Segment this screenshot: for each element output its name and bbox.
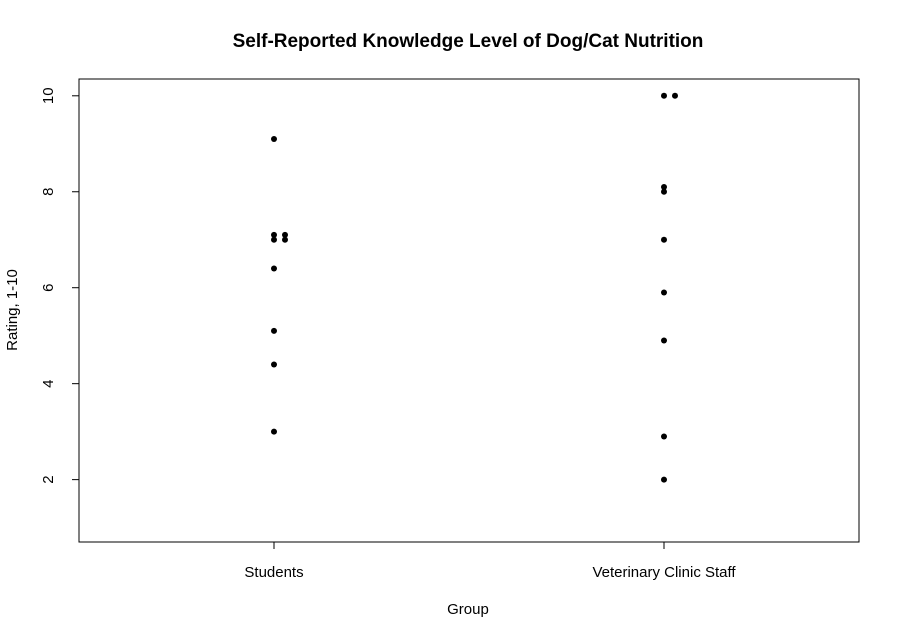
data-point bbox=[672, 92, 678, 99]
x-tick-label: Students bbox=[244, 564, 303, 581]
y-tick-label: 8 bbox=[40, 188, 57, 196]
x-tick-label: Veterinary Clinic Staff bbox=[592, 564, 736, 581]
x-axis-label: Group bbox=[447, 601, 489, 618]
data-point bbox=[282, 231, 288, 238]
data-point bbox=[271, 236, 277, 243]
data-point bbox=[271, 135, 277, 142]
y-tick-label: 10 bbox=[40, 87, 57, 104]
data-point bbox=[661, 92, 667, 99]
data-points bbox=[271, 92, 678, 483]
data-point bbox=[661, 337, 667, 344]
data-point bbox=[271, 428, 277, 435]
chart-title: Self-Reported Knowledge Level of Dog/Cat… bbox=[233, 31, 704, 52]
y-axis: 2 4 6 8 10 bbox=[40, 87, 79, 484]
y-axis-label: Rating, 1-10 bbox=[4, 269, 21, 351]
data-point bbox=[661, 476, 667, 483]
data-point bbox=[282, 236, 288, 243]
plot-area bbox=[78, 78, 860, 543]
data-point bbox=[271, 361, 277, 368]
y-tick-label: 2 bbox=[40, 475, 57, 483]
data-point bbox=[271, 231, 277, 238]
data-point bbox=[661, 236, 667, 243]
data-point bbox=[661, 188, 667, 195]
data-point bbox=[661, 433, 667, 440]
data-point bbox=[271, 265, 277, 272]
data-point bbox=[661, 289, 667, 296]
y-tick-label: 6 bbox=[40, 284, 57, 292]
x-axis: Students Veterinary Clinic Staff bbox=[244, 542, 736, 581]
data-point bbox=[661, 183, 667, 190]
data-point bbox=[271, 327, 277, 334]
y-tick-label: 4 bbox=[40, 379, 57, 387]
